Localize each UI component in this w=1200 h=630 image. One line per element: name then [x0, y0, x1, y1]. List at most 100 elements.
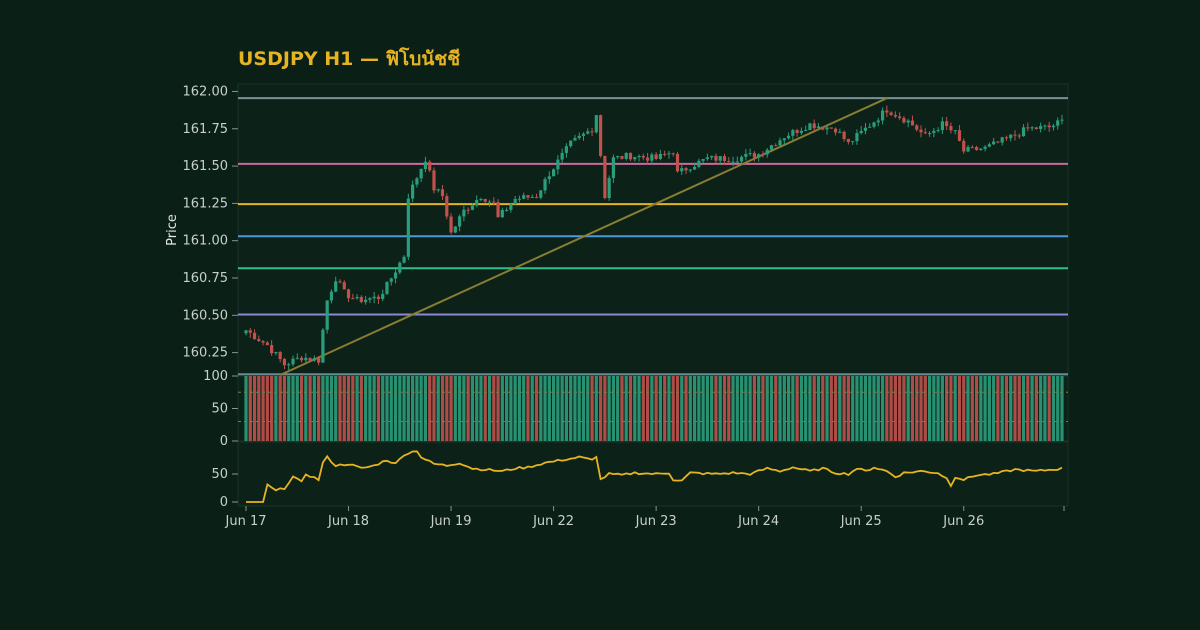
candle-body	[983, 146, 987, 149]
candle-body	[786, 135, 791, 139]
volume-bar	[526, 376, 530, 441]
candle-body	[594, 115, 598, 133]
candle-body	[611, 157, 616, 179]
volume-bar	[1039, 376, 1043, 441]
candle-body	[312, 358, 316, 361]
volume-bar	[782, 376, 786, 441]
candle-body	[675, 153, 680, 172]
x-tick-label: Jun 17	[225, 514, 267, 529]
candle-body	[1034, 127, 1038, 129]
volume-bar	[257, 376, 261, 441]
volume-bar	[1034, 376, 1038, 441]
volume-bar	[611, 376, 616, 441]
candle-body	[364, 299, 368, 303]
candle-body	[411, 184, 415, 199]
volume-bar	[252, 376, 257, 441]
candle-body	[898, 116, 902, 118]
candle-body	[338, 281, 342, 283]
candle-body	[586, 131, 590, 134]
candle-body	[735, 161, 739, 163]
volume-bar	[752, 376, 756, 441]
volume-bar	[671, 376, 675, 441]
candle-body	[761, 154, 765, 156]
volume-bar	[577, 376, 581, 441]
candle-body	[1060, 119, 1064, 121]
volume-bar	[321, 376, 325, 441]
candle-body	[953, 130, 957, 132]
volume-bar	[381, 376, 385, 441]
volume-bar	[804, 376, 808, 441]
price-tick-label: 161.50	[183, 159, 229, 174]
candles	[244, 105, 1064, 370]
price-tick-label: 162.00	[183, 84, 229, 99]
volume-bar	[325, 376, 329, 441]
candle-body	[449, 216, 453, 233]
price-tick-label: 161.25	[183, 196, 229, 211]
candle-body	[697, 160, 701, 167]
candle-body	[650, 154, 654, 161]
candle-body	[855, 133, 859, 142]
volume-bar	[663, 376, 667, 441]
candle-body	[543, 179, 547, 191]
candle-body	[804, 130, 808, 132]
candle-body	[419, 169, 423, 179]
volume-bar	[261, 376, 265, 441]
volume-bar	[825, 376, 829, 441]
volume-bar	[932, 376, 936, 441]
candle-body	[1051, 125, 1056, 128]
candle-body	[261, 341, 265, 343]
volume-bar	[940, 376, 944, 441]
oscillator	[246, 450, 1063, 503]
volume-bar	[355, 376, 359, 441]
volume-bar	[816, 376, 821, 441]
volume-bar	[351, 376, 355, 441]
candle-body	[402, 256, 406, 263]
candle-body	[517, 198, 522, 200]
candle-body	[492, 201, 496, 203]
volume-bar	[650, 376, 654, 441]
x-tick-label: Jun 18	[327, 514, 369, 529]
volume-bar	[432, 376, 436, 441]
volume-bar	[603, 376, 607, 441]
volume-bar	[470, 376, 475, 441]
volume-bar	[543, 376, 547, 441]
candle-body	[910, 120, 915, 126]
volume-bar	[923, 376, 927, 441]
trendline	[279, 97, 888, 376]
volume-bar	[428, 376, 432, 441]
candle-body	[453, 226, 457, 233]
candle-body	[278, 352, 282, 360]
volume-bar	[949, 376, 953, 441]
volume-bar	[586, 376, 590, 441]
candle-body	[1000, 137, 1004, 143]
oscillator-tick-label: 50	[211, 467, 228, 482]
candle-body	[244, 330, 248, 334]
candle-body	[1013, 134, 1017, 136]
volume-bar	[637, 376, 641, 441]
candle-body	[1004, 137, 1009, 139]
volume-bar	[530, 376, 534, 441]
volume-bar	[453, 376, 457, 441]
candle-body	[936, 130, 940, 132]
volume-bar	[1009, 376, 1013, 441]
volume-bar	[833, 376, 838, 441]
volume-bar	[851, 376, 855, 441]
volume-bar	[299, 376, 304, 441]
volume-bar	[496, 376, 500, 441]
volume-bar	[799, 376, 803, 441]
volume-bar	[1000, 376, 1004, 441]
candle-body	[569, 140, 573, 147]
volume-bar	[624, 376, 628, 441]
volume-bar	[757, 376, 761, 441]
candle-body	[616, 156, 620, 158]
candle-body	[645, 157, 650, 161]
candle-body	[440, 189, 445, 197]
volume-bar	[248, 376, 252, 441]
volume-bar	[898, 376, 902, 441]
oscillator-line	[246, 450, 1063, 503]
price-tick-label: 161.75	[183, 122, 229, 137]
candle-body	[479, 198, 483, 201]
axes: 160.25 160.50 160.75 161.00 161.25 161.50 161.…	[183, 84, 1065, 529]
candle-body	[739, 156, 744, 162]
volume-bar	[368, 376, 372, 441]
